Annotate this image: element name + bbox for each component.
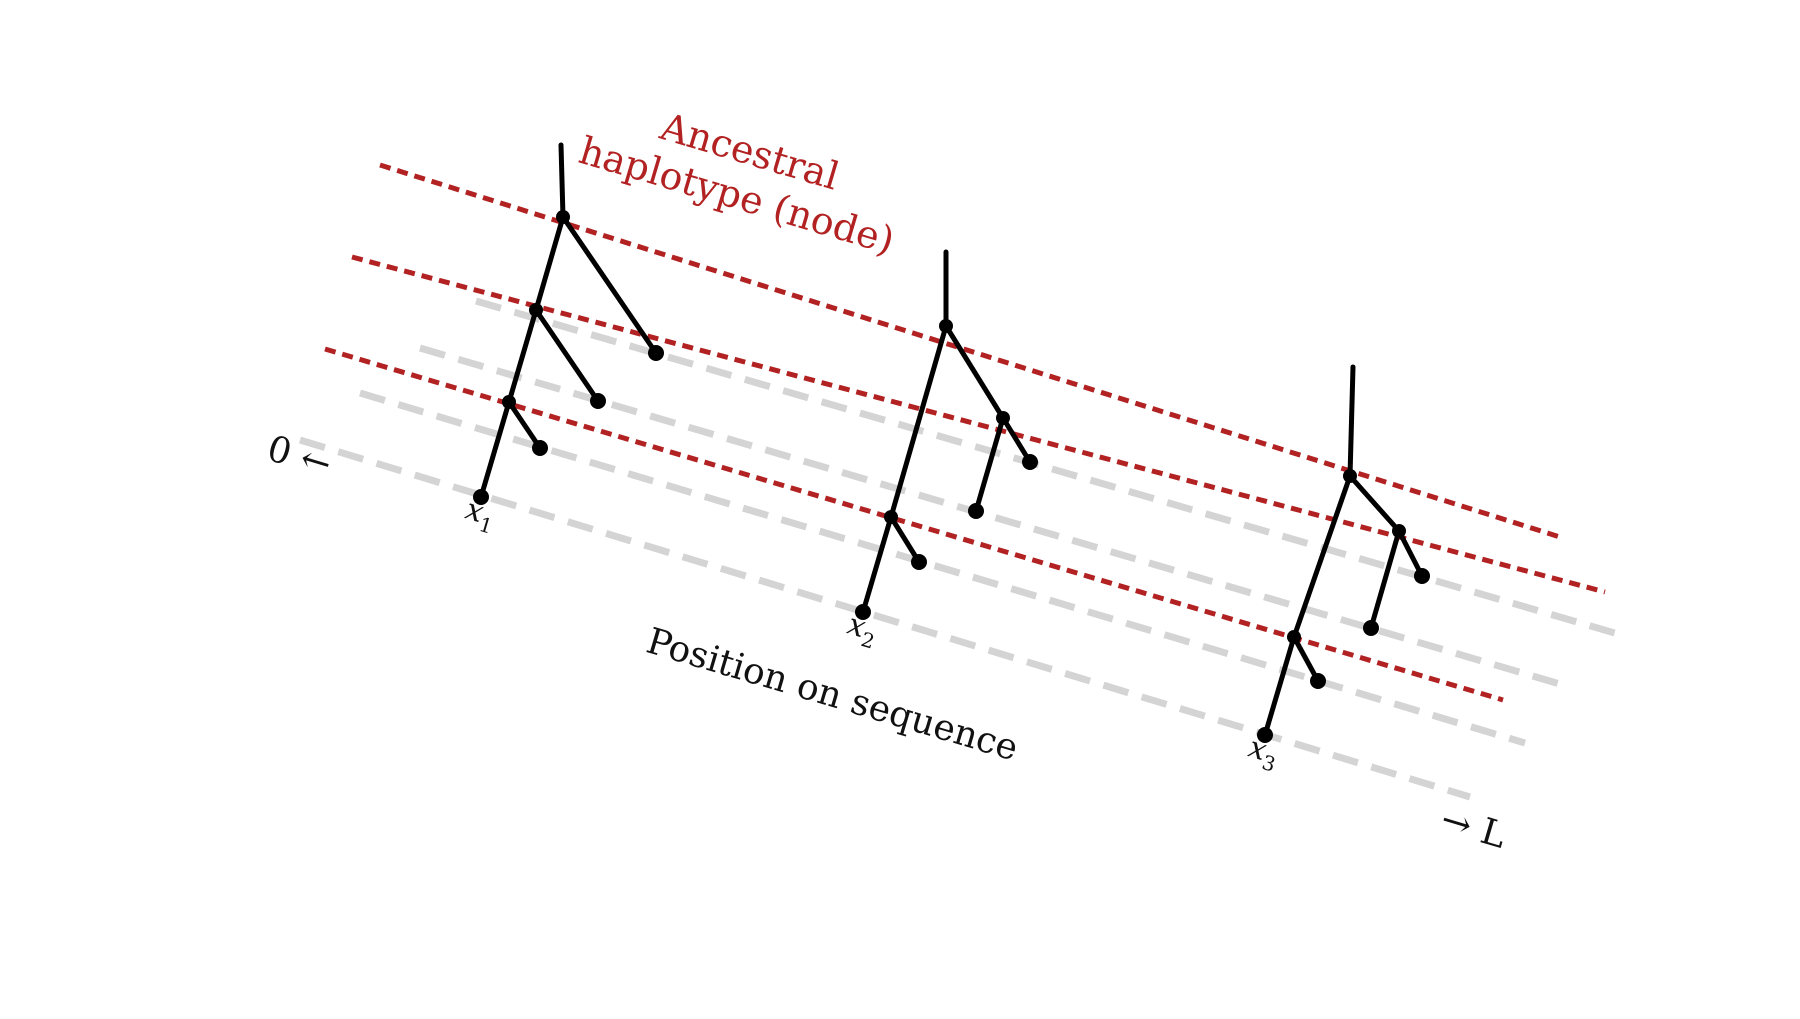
annotation: Ancestral haplotype (node) (574, 104, 899, 263)
sample-line (298, 436, 1472, 801)
tree-node (1392, 524, 1406, 538)
leaf-node (1022, 454, 1038, 470)
tree-node (1343, 469, 1357, 483)
tree-node (556, 210, 570, 224)
tree-node (996, 411, 1010, 425)
tree-node (884, 510, 898, 524)
sample-lines (298, 297, 1626, 801)
leaf-node (1363, 620, 1379, 636)
tree-1 (473, 142, 664, 505)
tree-2 (855, 249, 1038, 620)
axis-start-label: 0 ← (263, 428, 337, 486)
tree-node (529, 303, 543, 317)
leaf-node-x3 (1257, 727, 1273, 743)
leaf-node-x2 (855, 604, 871, 620)
tree-node (939, 319, 953, 333)
ancestral-line (324, 346, 1504, 703)
leaf-node (648, 345, 664, 361)
leaf-node (590, 393, 606, 409)
leaf-node (968, 503, 984, 519)
axis-end-label: → L (1436, 799, 1511, 857)
sample-line (358, 389, 1527, 747)
ancestral-line (379, 162, 1561, 540)
tree-3 (1257, 364, 1430, 743)
tree-node (502, 395, 516, 409)
leaf-node (1310, 673, 1326, 689)
ancestral-lines (324, 162, 1606, 703)
leaf-node (911, 554, 927, 570)
tree-node (1287, 630, 1301, 644)
leaf-node (532, 440, 548, 456)
leaf-node (1414, 568, 1430, 584)
leaf-node-x1 (473, 489, 489, 505)
